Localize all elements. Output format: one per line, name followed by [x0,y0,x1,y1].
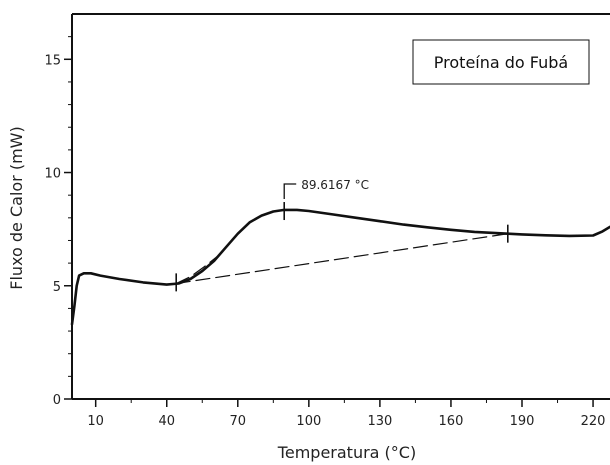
legend-label: Proteína do Fubá [434,53,568,72]
x-tick-label: 100 [296,414,321,429]
baseline-dashed-line [175,254,220,285]
y-axis-ticks: 0 5 10 15 [44,36,72,408]
y-axis-title: Fluxo de Calor (mW) [7,126,26,290]
legend-box [412,39,590,85]
x-tick-label: 220 [581,414,606,429]
x-tick-label: 190 [510,414,535,429]
annotation-leader [283,183,297,200]
annotation-group: 89.6167 °C [283,178,369,200]
baseline-dashed-line [175,233,509,285]
y-tick-label: 10 [44,167,61,182]
x-tick-label: 10 [87,414,104,429]
y-tick-label: 0 [53,393,61,408]
y-tick-label: 15 [44,53,61,68]
series-group [70,208,610,326]
plot-frame [71,13,610,400]
y-tick-label: 5 [53,280,61,295]
x-tick-label: 160 [439,414,464,429]
x-tick-label: 130 [367,414,392,429]
x-tick-label: 70 [230,414,247,429]
heat-flow-curve [70,208,610,326]
annotation-label: 89.6167 °C [301,178,369,192]
x-tick-label: 40 [158,414,175,429]
markers-group [175,202,509,292]
x-axis-ticks: 10 40 70 100 130 160 190 220 [87,399,605,429]
x-axis-title: Temperatura (°C) [277,443,416,462]
